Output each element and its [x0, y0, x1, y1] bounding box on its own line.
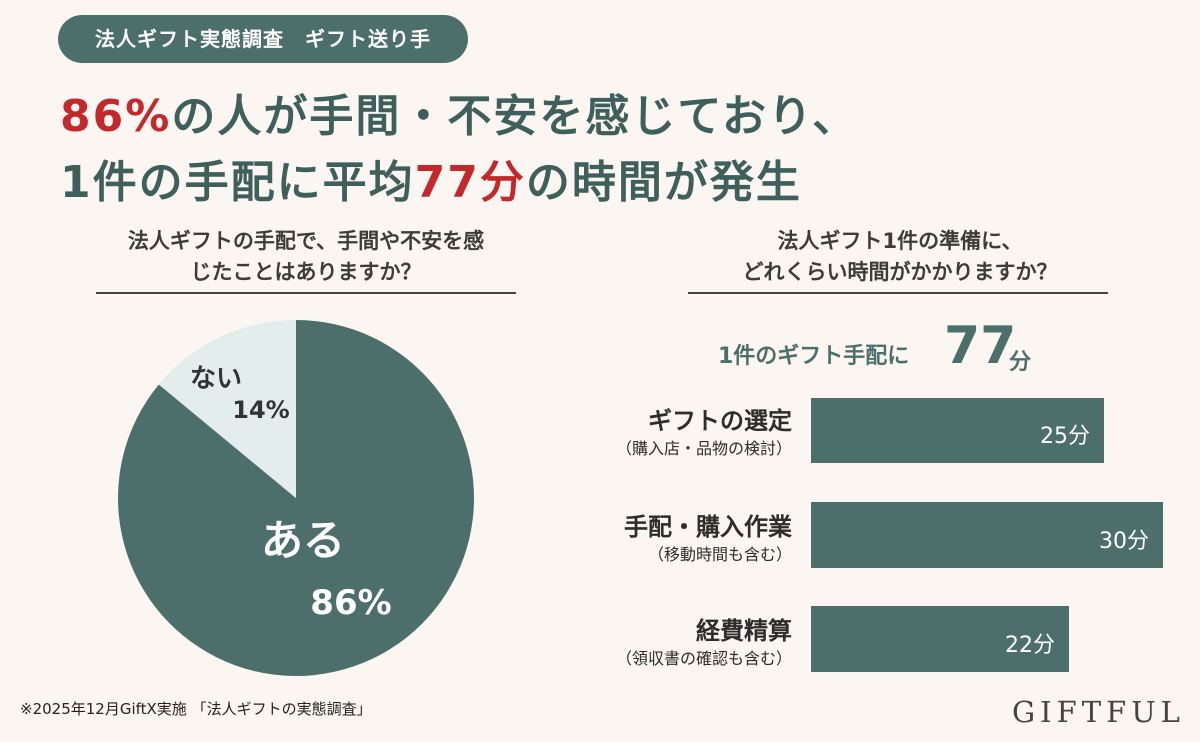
pie-chart [118, 320, 475, 676]
bar-question-line-1: 法人ギフト1件の準備に、 [777, 229, 1023, 253]
bar-divider [688, 292, 1108, 294]
total-lead: 1件のギフト手配に [718, 344, 910, 369]
bar-selection [811, 398, 1104, 463]
pie-value-aru: 86% [310, 583, 392, 623]
pie-label-aru: ある [260, 516, 345, 565]
bar-value-expense: 22分 [1005, 633, 1055, 658]
headline-line-2: 1件の手配に平均77分の時間が発生 [60, 146, 802, 210]
bar-category-arrangement: 手配・購入作業 [624, 513, 792, 541]
total-value: 77 [944, 316, 1017, 376]
footnote: ※2025年12月GiftX実施 「法人ギフトの実態調査」 [20, 700, 372, 718]
bar-category-expense-note: （領収書の確認も含む） [615, 649, 792, 668]
headline-line-1-text: の人が手間・不安を感じており、 [171, 91, 859, 142]
survey-tag: 法人ギフト実態調査 ギフト送り手 [58, 15, 468, 63]
pie-question-line-1: 法人ギフトの手配で、手間や不安を感 [127, 229, 485, 253]
headline-highlight-minutes: 77分 [414, 157, 526, 208]
headline-line-1: 86%の人が手間・不安を感じており、 [60, 80, 858, 144]
pie-divider [96, 292, 516, 294]
bar-category-arrangement-note: （移動時間も含む） [647, 545, 792, 564]
bar-expense [811, 606, 1069, 672]
bar-category-selection: ギフトの選定 [648, 407, 792, 435]
total-unit: 分 [1009, 350, 1032, 375]
headline-highlight-percent: 86% [60, 91, 172, 142]
pie-question: 法人ギフトの手配で、手間や不安を感 じたことはありますか？ [96, 226, 516, 288]
giftful-logo: GIFTFUL [1012, 695, 1185, 729]
pie-question-line-2: じたことはありますか？ [190, 260, 422, 284]
bar-value-selection: 25分 [1040, 424, 1090, 449]
bar-category-selection-note: （購入店・品物の検討） [615, 439, 792, 458]
bar-value-arrangement: 30分 [1099, 529, 1149, 554]
headline-line-2-pre: 1件の手配に平均 [60, 157, 415, 208]
bar-question-line-2: どれくらい時間がかかりますか？ [742, 260, 1058, 284]
headline-line-2-post: の時間が発生 [525, 157, 802, 208]
pie-slice-nai [158, 320, 296, 498]
bar-question: 法人ギフト1件の準備に、 どれくらい時間がかかりますか？ [690, 226, 1110, 288]
pie-label-nai: ない [189, 364, 242, 394]
bar-category-expense: 経費精算 [696, 617, 792, 645]
pie-slice-aru [118, 320, 475, 676]
pie-value-nai: 14% [232, 396, 290, 424]
bar-arrangement [811, 502, 1163, 568]
